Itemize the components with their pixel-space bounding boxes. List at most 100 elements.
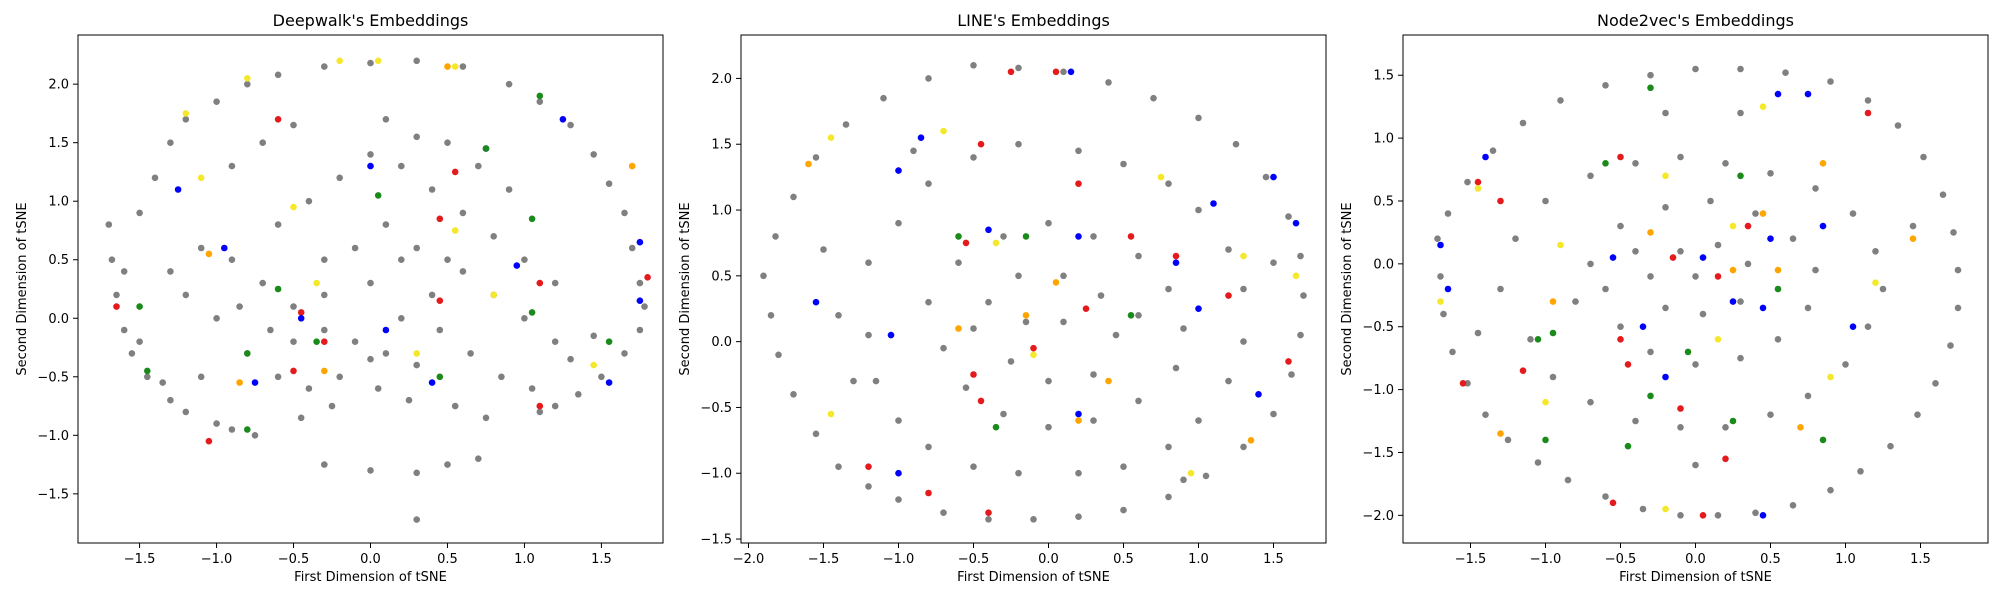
node2vec-point-green xyxy=(1729,417,1737,425)
deepwalk-point-yellow xyxy=(313,279,320,287)
line-point-gray xyxy=(1060,318,1067,326)
deepwalk-point-yellow xyxy=(451,227,459,234)
node2vec-point-orange xyxy=(1819,160,1827,167)
node2vec-point-gray xyxy=(1804,392,1812,400)
line-point-gray xyxy=(970,154,977,161)
node2vec-point-blue xyxy=(1774,90,1782,98)
line-point-blue xyxy=(917,134,925,141)
node2vec-point-gray xyxy=(1909,222,1917,230)
deepwalk-point-gray xyxy=(367,279,374,287)
node2vec-point-green xyxy=(1534,336,1542,343)
node2vec-point-gray xyxy=(1737,109,1744,117)
deepwalk-point-gray xyxy=(305,197,313,205)
deepwalk-ytick-label: −1.5 xyxy=(37,487,69,502)
node2vec-point-gray xyxy=(1879,285,1887,293)
line-point-gray xyxy=(1090,417,1097,424)
deepwalk-point-gray xyxy=(167,268,174,275)
deepwalk-point-gray xyxy=(213,98,220,105)
node2vec-point-red xyxy=(1609,499,1617,507)
line-point-red xyxy=(970,371,977,378)
line-point-gray xyxy=(1270,410,1277,418)
line-point-gray xyxy=(1288,371,1295,378)
line-point-gray xyxy=(1297,252,1304,260)
line-points xyxy=(760,62,1307,523)
deepwalk-points xyxy=(105,57,651,523)
node2vec-point-gray xyxy=(1572,298,1579,305)
line-ytick-label: 2.0 xyxy=(711,72,732,87)
node2vec-point-gray xyxy=(1692,65,1699,73)
node2vec-xtick-label: −1.0 xyxy=(1530,552,1562,567)
line-point-gray xyxy=(1270,259,1277,267)
deepwalk-point-blue xyxy=(605,379,613,386)
node2vec-point-gray xyxy=(1534,459,1542,466)
line-point-blue xyxy=(1075,410,1082,418)
node2vec-point-gray xyxy=(1789,235,1797,242)
deepwalk-point-gray xyxy=(274,221,282,228)
line-point-gray xyxy=(872,377,880,385)
deepwalk-point-gray xyxy=(267,326,274,334)
deepwalk-point-green xyxy=(436,373,444,381)
node2vec-point-gray xyxy=(1602,82,1609,89)
deepwalk-point-blue xyxy=(251,379,259,386)
node2vec-point-green xyxy=(1774,285,1782,293)
line-point-gray xyxy=(1135,312,1142,319)
node2vec-point-gray xyxy=(1789,502,1797,509)
node2vec-points xyxy=(1434,65,1962,519)
line-point-gray xyxy=(1165,180,1172,187)
deepwalk-point-gray xyxy=(321,461,328,468)
line-point-orange xyxy=(1247,437,1255,444)
line-point-gray xyxy=(790,193,797,201)
line-point-gray xyxy=(1022,318,1030,326)
deepwalk-point-green xyxy=(536,92,544,100)
node2vec-point-blue xyxy=(1767,235,1774,242)
deepwalk-point-blue xyxy=(174,186,182,193)
line-point-gray xyxy=(1195,206,1202,214)
node2vec-point-gray xyxy=(1587,260,1594,268)
deepwalk-point-gray xyxy=(136,209,143,217)
line-plot-frame xyxy=(740,34,1327,544)
line-xtick-label: −2.0 xyxy=(733,552,765,567)
node2vec-point-blue xyxy=(1662,373,1669,381)
line-x-axis-label: First Dimension of tSNE xyxy=(957,570,1110,585)
line-point-gray xyxy=(1120,160,1127,168)
line-point-gray xyxy=(1000,410,1007,418)
line-point-gray xyxy=(1120,506,1127,514)
line-point-gray xyxy=(812,430,820,438)
deepwalk-point-blue xyxy=(221,244,228,252)
deepwalk-point-gray xyxy=(467,350,474,357)
line-point-blue xyxy=(1067,68,1075,76)
line-point-yellow xyxy=(1292,272,1300,280)
deepwalk-point-gray xyxy=(413,244,421,252)
node2vec-scatter-panel: −1.5 −1.0 −0.5 0.0 0.5 1.0 1.5 −2.0 −1.5 −1.0 −0.5… xyxy=(1340,11,1989,585)
node2vec-xtick-label: 1.5 xyxy=(1910,552,1931,567)
line-point-gray xyxy=(910,147,917,155)
deepwalk-point-gray xyxy=(336,373,344,381)
line-point-red xyxy=(1030,344,1037,352)
deepwalk-point-gray xyxy=(259,279,267,287)
line-point-blue xyxy=(1075,233,1082,240)
node2vec-point-gray xyxy=(1782,69,1789,76)
line-point-red xyxy=(1052,68,1060,76)
line-point-gray xyxy=(985,298,992,306)
line-point-gray xyxy=(1000,233,1007,240)
node2vec-point-blue xyxy=(1444,285,1452,293)
node2vec-point-gray xyxy=(1489,147,1497,154)
line-point-gray xyxy=(1262,173,1270,181)
deepwalk-point-blue xyxy=(513,262,521,269)
line-point-red xyxy=(977,397,985,405)
node2vec-point-gray xyxy=(1939,191,1947,198)
deepwalk-ytick-label: 1.0 xyxy=(48,195,69,210)
deepwalk-point-green xyxy=(313,338,320,346)
deepwalk-point-gray xyxy=(459,63,467,70)
deepwalk-point-gray xyxy=(197,373,205,381)
line-point-gray xyxy=(940,344,947,352)
node2vec-point-gray xyxy=(1954,304,1962,312)
line-point-gray xyxy=(820,246,827,253)
node2vec-y-axis-label: Second Dimension of tSNE xyxy=(1340,202,1355,375)
deepwalk-point-red xyxy=(451,168,459,176)
node2vec-point-gray xyxy=(1812,185,1819,192)
node2vec-point-blue xyxy=(1804,90,1812,98)
deepwalk-point-gray xyxy=(274,71,282,79)
deepwalk-point-gray xyxy=(213,315,220,322)
line-point-blue xyxy=(1255,391,1262,398)
